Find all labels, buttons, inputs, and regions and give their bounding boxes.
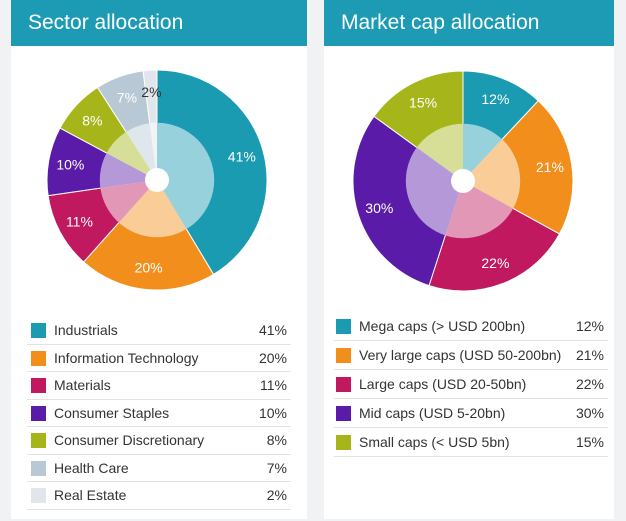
legend-item-consumer-staples: Consumer Staples 10% [27,400,291,427]
pie-label-health-care: 7% [117,89,137,105]
legend-value: 8% [266,432,287,448]
legend-label: Consumer Staples [54,404,170,421]
legend-value: 11% [260,377,287,393]
pie-label-real-estate: 2% [141,84,161,100]
legend-item-consumer-discretionary: Consumer Discretionary 8% [27,427,291,455]
pie-center-hole [451,169,475,193]
sector-pie-chart: 41% 20% 11% 10% 8% 7% 2% [46,69,268,291]
pie-label-small-caps-usd-5bn: 15% [409,95,437,111]
legend-value: 15% [575,434,604,450]
sector-allocation-title: Sector allocation [11,0,307,46]
legend-item-materials: Materials 11% [27,372,291,400]
legend-swatch [31,488,46,503]
legend-swatch [336,435,351,450]
legend-item-very-large-caps-usd-50-200bn: Very large caps (USD 50-200bn) 21% [334,341,608,370]
pie-slice-mid-caps-usd-5-20bn [352,115,464,287]
legend-label: Materials [54,377,111,393]
legend-label: Real Estate [54,487,127,503]
market-cap-title: Market cap allocation [324,0,614,46]
legend-value: 7% [266,459,287,476]
legend-label: Large caps (USD 20-50bn) [359,376,527,392]
legend-swatch [31,378,46,393]
legend-value: 10% [258,404,287,421]
legend-label: Industrials [54,322,118,338]
market-cap-legend: Mega caps (> USD 200bn) 12% Very large cap… [334,312,608,457]
legend-value: 21% [575,347,604,363]
market-cap-pie-chart: 12% 21% 22% 30% 15% [352,70,574,292]
legend-value: 12% [575,318,604,334]
legend-value: 2% [266,487,287,503]
legend-swatch [31,350,46,366]
legend-swatch [31,405,46,421]
legend-value: 22% [575,376,604,392]
legend-item-mid-caps-usd-5-20bn: Mid caps (USD 5-20bn) 30% [334,399,608,428]
market-cap-pie-container: 12% 21% 22% 30% 15% [324,58,614,313]
pie-label-industrials: 41% [228,149,256,165]
sector-pie-container: 41% 20% 11% 10% 8% 7% 2% [11,58,307,313]
legend-item-health-care: Health Care 7% [27,455,291,482]
legend-swatch [31,433,46,448]
legend-label: Very large caps (USD 50-200bn) [359,347,562,363]
market-cap-panel: Market cap allocation 12% 21% 22% 30% 15% Me… [324,0,614,519]
legend-value: 20% [258,349,287,366]
legend-item-small-caps-usd-5bn: Small caps (< USD 5bn) 15% [334,428,608,457]
legend-item-industrials: Industrials 41% [27,317,291,345]
legend-label: Small caps (< USD 5bn) [359,434,510,450]
legend-swatch [336,319,351,334]
pie-label-materials: 11% [66,214,93,230]
legend-item-real-estate: Real Estate 2% [27,482,291,510]
legend-item-information-technology: Information Technology 20% [27,345,291,372]
pie-label-mega-caps-usd-200bn: 12% [481,91,509,107]
pie-label-consumer-staples: 10% [56,157,84,173]
legend-swatch [31,323,46,338]
pie-center-hole [145,168,169,192]
pie-label-consumer-discretionary: 8% [82,112,102,128]
pie-label-information-technology: 20% [135,260,163,276]
pie-label-very-large-caps-usd-50-200bn: 21% [536,159,564,175]
legend-value: 41% [258,322,287,338]
legend-label: Mid caps (USD 5-20bn) [359,405,506,421]
legend-label: Mega caps (> USD 200bn) [359,318,526,334]
sector-legend: Industrials 41% Information Technology 20% M… [27,317,291,510]
legend-label: Consumer Discretionary [54,432,205,448]
legend-label: Information Technology [54,349,199,366]
legend-swatch [31,460,46,476]
sector-allocation-panel: Sector allocation 41% 20% 11% 10% 8% 7% 2% Ind… [11,0,307,519]
legend-item-large-caps-usd-20-50bn: Large caps (USD 20-50bn) 22% [334,370,608,399]
legend-swatch [336,377,351,392]
legend-swatch [336,406,351,421]
legend-value: 30% [575,405,604,421]
pie-label-mid-caps-usd-5-20bn: 30% [365,200,393,216]
legend-label: Health Care [54,459,129,476]
pie-label-large-caps-usd-20-50bn: 22% [481,255,509,271]
legend-item-mega-caps-usd-200bn: Mega caps (> USD 200bn) 12% [334,312,608,341]
legend-swatch [336,348,351,363]
